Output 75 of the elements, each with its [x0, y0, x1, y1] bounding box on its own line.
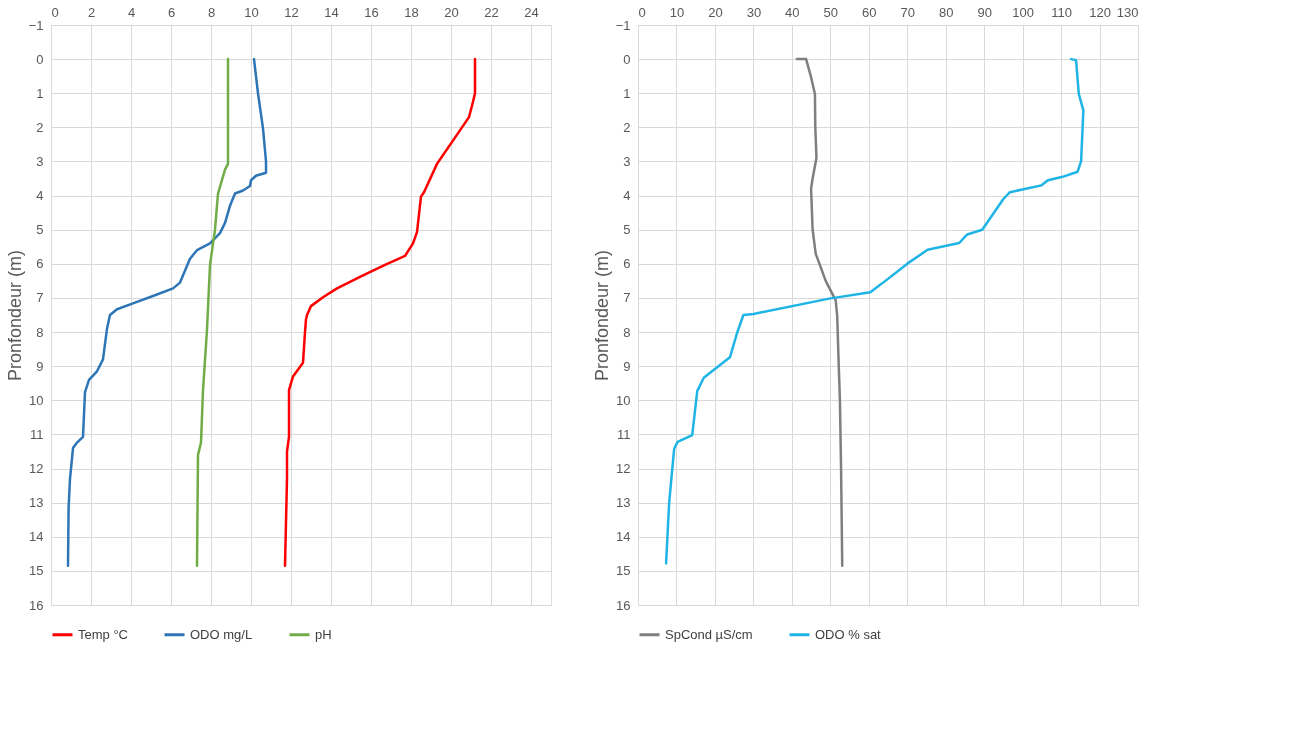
- legend-label: pH: [315, 626, 332, 642]
- y-tick-label: 10: [29, 392, 44, 408]
- legend-label: ODO mg/L: [190, 626, 253, 642]
- x-tick-label: 120: [1089, 4, 1111, 20]
- y-tick-label: 7: [36, 290, 44, 306]
- x-tick-label: 18: [404, 4, 419, 20]
- y-tick-label: 2: [36, 119, 44, 135]
- line-series: [664, 57, 1085, 565]
- x-tick-label: 100: [1012, 4, 1034, 20]
- y-axis-title: Pronfondeur (m): [4, 249, 25, 382]
- y-tick-label: 15: [29, 563, 44, 579]
- y-tick-label: 12: [29, 461, 44, 477]
- y-tick-label: 10: [616, 392, 631, 408]
- y-tick-label: 4: [623, 188, 631, 204]
- y-tick-label: 6: [36, 256, 44, 272]
- x-tick-label: 80: [938, 4, 954, 20]
- x-tick-label: 0: [638, 4, 646, 20]
- y-tick-label: 6: [623, 256, 631, 272]
- y-tick-label: 5: [36, 222, 44, 238]
- y-tick-label: 2: [623, 119, 631, 135]
- line-series: [66, 57, 268, 568]
- legend-label: SpCond µS/cm: [665, 626, 753, 642]
- y-tick-label: 9: [623, 358, 631, 374]
- y-tick-label: 11: [30, 426, 44, 442]
- x-tick-label: 4: [127, 4, 136, 20]
- y-axis-title: Pronfondeur (m): [591, 249, 612, 382]
- y-tick-label: 12: [616, 461, 631, 477]
- x-tick-label: 10: [244, 4, 259, 20]
- y-tick-label: 16: [616, 597, 631, 613]
- y-tick-label: 13: [29, 495, 44, 511]
- y-tick-label: 9: [36, 358, 44, 374]
- legend-label: Temp °C: [78, 626, 128, 642]
- y-tick-label: 14: [616, 529, 631, 545]
- y-tick-label: 1: [623, 85, 631, 101]
- x-tick-label: 6: [167, 4, 176, 20]
- y-tick-label: 15: [616, 563, 631, 579]
- y-tick-label: 13: [616, 495, 631, 511]
- line-series: [795, 57, 844, 568]
- x-tick-label: 20: [708, 4, 723, 20]
- x-tick-label: 2: [87, 4, 96, 20]
- x-tick-label: 0: [51, 4, 59, 20]
- x-tick-label: 10: [669, 4, 685, 20]
- y-tick-label: 5: [623, 222, 631, 238]
- y-tick-label: 1: [36, 85, 44, 101]
- x-tick-label: 70: [900, 4, 915, 20]
- x-tick-label: 14: [324, 4, 339, 20]
- x-tick-label: 90: [977, 4, 992, 20]
- y-tick-label: 14: [29, 529, 44, 545]
- y-tick-label: −1: [615, 17, 631, 33]
- y-tick-label: 0: [36, 51, 44, 67]
- y-tick-label: 3: [36, 153, 44, 169]
- x-tick-label: 50: [823, 4, 839, 20]
- y-tick-label: −1: [28, 17, 44, 33]
- x-tick-label: 60: [862, 4, 877, 20]
- x-tick-label: 24: [524, 4, 539, 20]
- y-tick-label: 11: [617, 426, 631, 442]
- x-tick-label: 12: [284, 4, 299, 20]
- x-tick-label: 16: [364, 4, 379, 20]
- y-tick-label: 8: [623, 324, 631, 340]
- y-tick-label: 4: [36, 188, 44, 204]
- y-tick-label: 3: [623, 153, 631, 169]
- legend-label: ODO % sat: [815, 626, 882, 642]
- y-tick-label: 0: [623, 51, 631, 67]
- y-tick-label: 16: [29, 597, 44, 613]
- line-series: [195, 57, 230, 568]
- x-tick-label: 30: [746, 4, 762, 20]
- x-tick-label: 130: [1116, 4, 1139, 20]
- x-tick-label: 22: [484, 4, 499, 20]
- y-tick-label: 7: [623, 290, 631, 306]
- x-tick-label: 40: [785, 4, 800, 20]
- line-series: [283, 57, 477, 568]
- y-tick-label: 8: [36, 324, 44, 340]
- x-tick-label: 8: [207, 4, 216, 20]
- x-tick-label: 20: [444, 4, 459, 20]
- x-tick-label: 110: [1051, 4, 1072, 20]
